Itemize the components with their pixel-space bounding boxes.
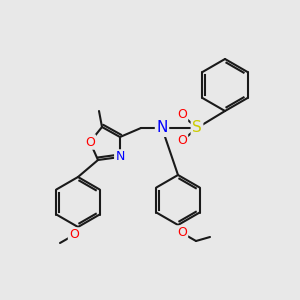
Text: N: N (156, 121, 168, 136)
Text: O: O (69, 229, 79, 242)
Text: O: O (177, 226, 187, 239)
Text: O: O (177, 134, 187, 148)
Text: O: O (85, 136, 95, 148)
Text: N: N (115, 151, 125, 164)
Text: S: S (192, 121, 202, 136)
Text: O: O (177, 109, 187, 122)
